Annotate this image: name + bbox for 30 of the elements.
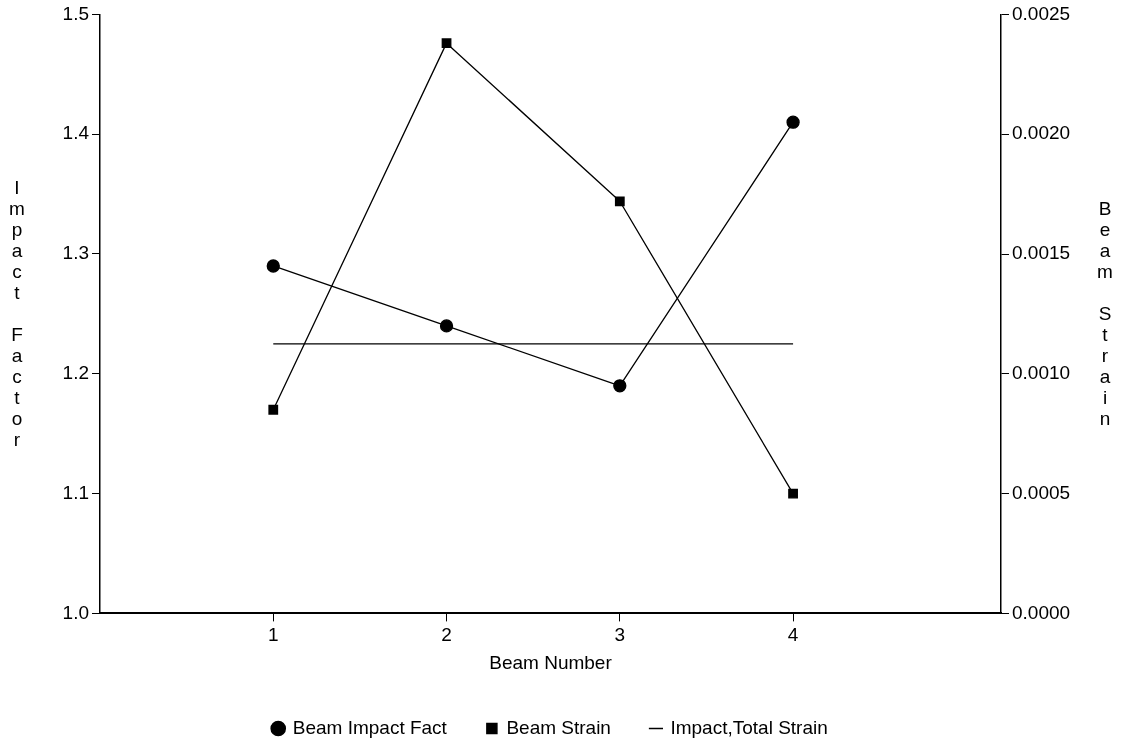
y-tick-label: 1.2 [62,362,89,384]
y2-tick-label: 0.0015 [1012,242,1071,264]
y2-tick-label: 0.0005 [1012,481,1071,503]
y2-tick-label: 0.0020 [1012,122,1071,144]
y-tick-label: 1.4 [62,122,90,144]
y-tick-label: 1.5 [62,2,89,24]
x-tick-label: 1 [267,624,279,646]
point [266,259,280,273]
y2-tick-label: 0.0000 [1012,601,1071,623]
point [786,115,800,129]
y2-tick-label: 0.0025 [1012,2,1071,24]
point [613,379,627,393]
x-tick-label: 4 [787,624,799,646]
y-tick-label: 1.0 [62,601,89,623]
y2-tick-label: 0.0010 [1012,362,1071,384]
y-tick-label: 1.1 [62,481,89,503]
y-tick-label: 1.3 [62,242,89,264]
x-tick-label: 2 [441,624,452,646]
point [268,404,279,415]
x-tick-label: 3 [614,624,626,646]
x-axis-title: Beam Number [489,651,613,673]
point [614,196,625,207]
point [439,319,454,333]
y-axis-title: Impact Factor [6,177,28,450]
point [441,38,452,49]
legend-label: Impact,Total Strain [670,716,828,738]
legend-label: Beam Strain [506,716,611,738]
y2-axis-title: Beam Strain [1094,198,1116,429]
point [788,488,798,499]
legend-label: Beam Impact Fact [292,716,448,738]
